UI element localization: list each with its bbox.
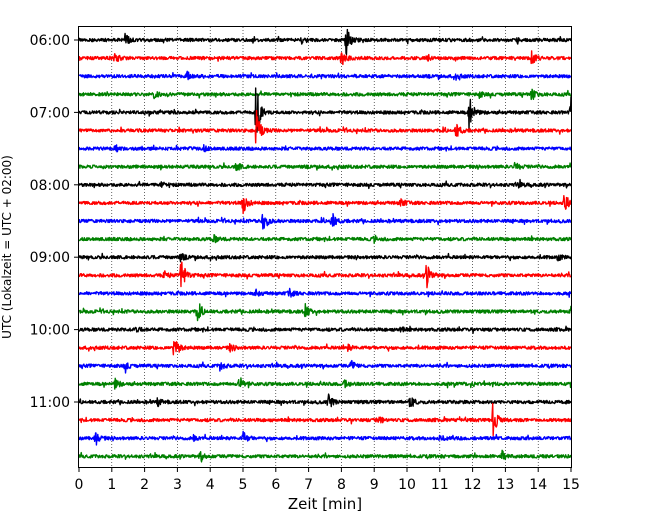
x-tick-label: 9 [370, 477, 379, 493]
x-tick-label: 7 [304, 477, 313, 493]
x-axis: 0 1 2 3 4 5 6 7 8 9 10 11 12 13 14 15 [75, 467, 580, 493]
y-axis: 06:00 07:00 08:00 09:00 10:00 11:00 [30, 33, 79, 411]
trace-1130 [78, 430, 572, 446]
trace-group [78, 28, 572, 463]
trace-1030 [78, 359, 572, 374]
trace-0900 [78, 252, 572, 263]
y-axis-label: UTC (Lokalzeit = UTC + 02:00) [0, 155, 14, 339]
y-tick-label: 07:00 [30, 105, 70, 121]
trace-0715 [78, 109, 572, 144]
trace-0830 [78, 213, 572, 230]
x-axis-label: Zeit [min] [288, 495, 362, 513]
x-tick-label: 3 [173, 477, 182, 493]
trace-1015 [78, 340, 572, 356]
trace-0815 [78, 195, 572, 215]
x-tick-label: 8 [337, 477, 346, 493]
trace-0845 [78, 233, 572, 244]
y-tick-label: 06:00 [30, 33, 70, 49]
trace-0800 [78, 178, 572, 190]
x-tick-label: 14 [529, 477, 547, 493]
trace-0730 [78, 143, 572, 153]
plot-frame [78, 26, 572, 468]
trace-0915 [78, 261, 572, 289]
x-tick-label: 1 [107, 477, 116, 493]
trace-0615 [78, 50, 572, 66]
trace-1045 [78, 377, 572, 390]
trace-1100 [78, 393, 572, 408]
y-tick-label: 09:00 [30, 250, 70, 266]
x-tick-label: 15 [562, 477, 580, 493]
trace-0930 [78, 287, 572, 298]
x-tick-label: 5 [239, 477, 248, 493]
trace-0745 [78, 161, 572, 172]
trace-0945 [78, 302, 572, 322]
y-tick-label: 08:00 [30, 178, 70, 194]
x-tick-label: 11 [431, 477, 449, 493]
trace-0630 [78, 70, 572, 81]
x-tick-label: 6 [271, 477, 280, 493]
y-tick-label: 11:00 [30, 395, 70, 411]
trace-0600 [78, 28, 572, 56]
trace-1145 [78, 449, 572, 463]
x-tick-label: 10 [398, 477, 416, 493]
x-tick-label: 12 [464, 477, 482, 493]
grid [111, 27, 539, 467]
x-tick-label: 4 [206, 477, 215, 493]
trace-0645 [78, 88, 572, 101]
x-tick-label: 2 [140, 477, 149, 493]
x-tick-label: 0 [75, 477, 84, 493]
y-tick-label: 10:00 [30, 323, 70, 339]
trace-1000 [78, 325, 572, 335]
trace-1115 [78, 402, 572, 437]
trace-0700 [78, 87, 572, 133]
x-tick-label: 13 [496, 477, 514, 493]
